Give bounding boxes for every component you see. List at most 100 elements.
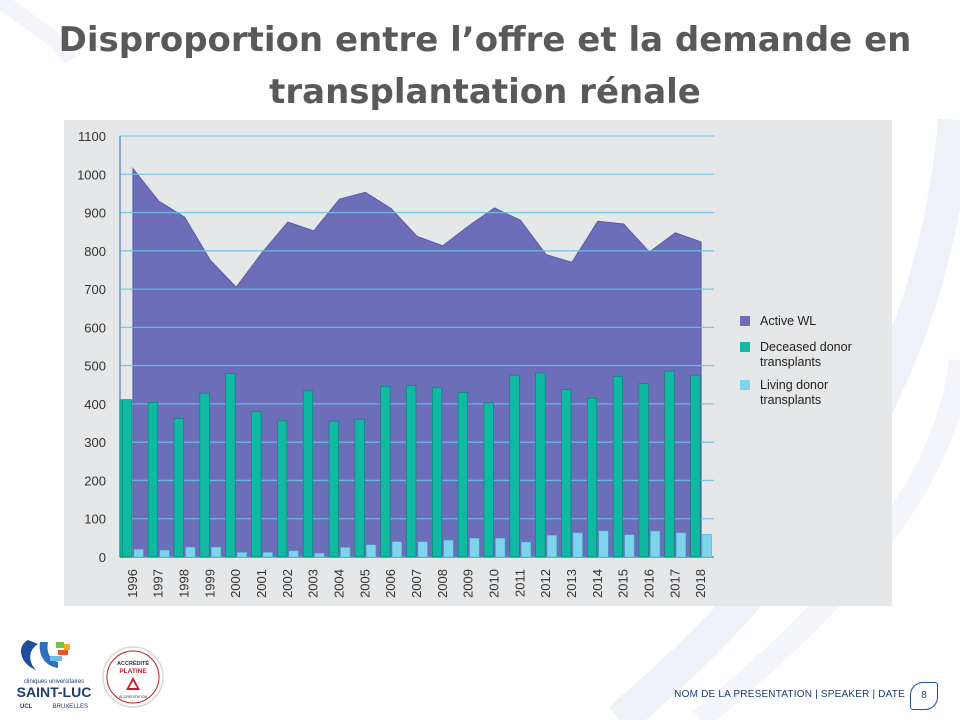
living-bar — [443, 539, 454, 558]
x-tick-label: 1997 — [151, 569, 166, 598]
page-number: 8 — [910, 682, 938, 710]
x-tick-label: 2011 — [512, 569, 527, 597]
x-tick-label: 2008 — [435, 569, 450, 598]
living-bar — [676, 532, 687, 558]
legend-swatch — [740, 380, 750, 390]
legend-swatch — [740, 342, 750, 352]
living-bar — [185, 546, 196, 558]
living-bar — [262, 552, 273, 558]
x-tick-label: 2015 — [616, 569, 631, 598]
x-tick-label: 2016 — [641, 569, 656, 598]
y-tick-label: 800 — [84, 244, 106, 259]
saint-luc-line1: cliniques universitaires — [24, 679, 84, 685]
living-bar — [211, 546, 222, 558]
y-tick-label: 700 — [84, 282, 106, 297]
y-tick-label: 0 — [99, 550, 106, 565]
x-tick-label: 2007 — [409, 569, 424, 598]
deceased-bar — [690, 374, 701, 558]
deceased-bar — [561, 389, 572, 558]
y-tick-label: 200 — [84, 473, 106, 488]
x-tick-label: 1999 — [202, 569, 217, 598]
x-tick-label: 2004 — [332, 569, 347, 598]
active-wl-area — [132, 167, 702, 558]
deceased-bar — [638, 383, 649, 558]
saint-luc-bruxelles: BRUXELLES — [53, 704, 88, 710]
deceased-bar — [457, 392, 468, 558]
accreditation-badge: ACCRÉDITÉ PLATINE ACCREDITATION — [102, 646, 164, 708]
x-tick-label: 2014 — [590, 569, 605, 598]
legend-label: Living donor transplants — [760, 378, 828, 407]
deceased-bar — [225, 373, 236, 558]
deceased-bar — [586, 397, 598, 558]
deceased-bar — [483, 402, 494, 558]
living-bar — [366, 544, 377, 558]
deceased-bar — [509, 374, 520, 558]
saint-luc-ucl: UCL — [20, 704, 33, 710]
living-bar — [701, 534, 712, 558]
slide-title: Disproportion entre l’offre et la demand… — [58, 20, 912, 112]
living-bar — [288, 550, 299, 558]
deceased-bar — [612, 376, 623, 558]
x-tick-label: 2010 — [486, 569, 501, 598]
badge-line2: PLATINE — [119, 668, 147, 675]
x-tick-label: 2003 — [306, 569, 321, 598]
chart: 0 100 200 300 400 500 600 700 800 900 1000 1100 1996… — [77, 129, 852, 598]
living-bar — [495, 537, 506, 558]
badge-line1: ACCRÉDITÉ — [117, 659, 149, 667]
y-tick-label: 1100 — [78, 129, 106, 144]
deceased-bar — [302, 390, 313, 558]
x-tick-label: 2013 — [564, 569, 579, 598]
deceased-bar — [535, 372, 546, 558]
x-tick-label: 2002 — [280, 569, 295, 598]
deceased-bar — [380, 386, 391, 558]
living-bar — [133, 549, 144, 558]
x-tick-label: 1996 — [125, 569, 140, 598]
legend-label: Deceased donor transplants — [760, 340, 852, 369]
living-bar — [236, 552, 247, 558]
deceased-bar — [173, 418, 184, 558]
living-bar — [159, 549, 170, 558]
deceased-bar — [328, 420, 339, 558]
living-bar — [340, 547, 351, 558]
y-tick-label: 1000 — [77, 167, 106, 182]
y-tick-label: 400 — [84, 397, 106, 412]
living-bar — [314, 552, 325, 558]
deceased-bar — [354, 418, 365, 558]
x-tick-label: 2009 — [461, 569, 476, 598]
y-tick-label: 100 — [84, 512, 106, 527]
living-bar — [598, 530, 609, 558]
legend-label: Active WL — [760, 314, 816, 328]
footer-text: NOM DE LA PRESENTATION | SPEAKER | DATE — [674, 689, 905, 700]
deceased-bar — [199, 392, 210, 558]
x-tick-label: 2018 — [693, 569, 708, 598]
living-bar — [572, 532, 583, 558]
deceased-bar — [147, 402, 159, 558]
x-tick-label: 2005 — [357, 569, 372, 598]
x-tick-label: 1998 — [177, 569, 192, 598]
y-tick-label: 600 — [84, 320, 106, 335]
living-bar — [546, 534, 557, 558]
deceased-bar — [251, 411, 262, 558]
y-tick-label: 500 — [84, 359, 106, 374]
deceased-bar — [432, 387, 443, 558]
saint-luc-logo: cliniques universitaires SAINT-LUC UCL B… — [14, 636, 94, 714]
legend-swatch — [740, 316, 750, 326]
x-tick-label: 2000 — [228, 569, 243, 598]
y-tick-label: 900 — [84, 206, 106, 221]
living-bar — [417, 541, 428, 558]
x-tick-label: 2001 — [254, 569, 269, 598]
x-tick-label: 2012 — [538, 569, 553, 598]
x-tick-label: 2017 — [667, 569, 682, 598]
deceased-bar — [122, 399, 133, 558]
chart-panel: 0 100 200 300 400 500 600 700 800 900 1000 1100 1996… — [64, 120, 892, 606]
deceased-bar — [664, 370, 675, 558]
deceased-bar — [277, 420, 288, 558]
living-bar — [650, 530, 661, 558]
living-bar — [624, 534, 635, 558]
deceased-bar — [406, 385, 417, 558]
badge-line3: ACCREDITATION — [119, 695, 148, 699]
y-tick-label: 300 — [84, 435, 106, 450]
living-bar — [521, 541, 532, 558]
living-bar — [469, 537, 480, 558]
saint-luc-line2: SAINT-LUC — [17, 684, 92, 700]
